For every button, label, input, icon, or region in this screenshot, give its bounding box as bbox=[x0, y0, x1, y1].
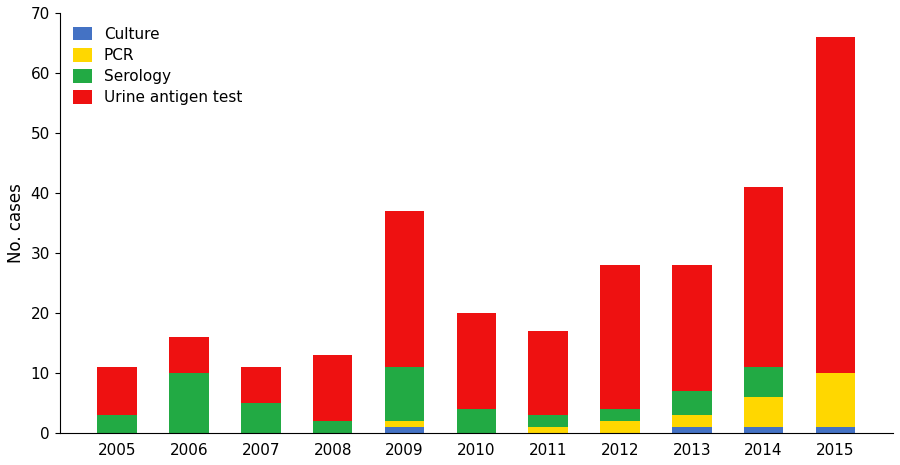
Bar bbox=[744, 367, 783, 397]
Bar bbox=[744, 427, 783, 433]
Bar bbox=[672, 415, 712, 427]
Bar bbox=[456, 313, 496, 409]
Bar bbox=[815, 37, 855, 373]
Bar bbox=[241, 403, 281, 433]
Y-axis label: No. cases: No. cases bbox=[7, 183, 25, 263]
Bar bbox=[744, 397, 783, 427]
Bar bbox=[313, 355, 353, 421]
Bar bbox=[528, 331, 568, 415]
Bar bbox=[385, 367, 424, 421]
Bar bbox=[672, 391, 712, 415]
Bar bbox=[313, 421, 353, 433]
Bar bbox=[528, 415, 568, 427]
Bar bbox=[815, 427, 855, 433]
Bar bbox=[528, 427, 568, 433]
Bar bbox=[97, 367, 137, 415]
Bar bbox=[600, 409, 640, 421]
Bar bbox=[600, 265, 640, 409]
Legend: Culture, PCR, Serology, Urine antigen test: Culture, PCR, Serology, Urine antigen te… bbox=[68, 20, 248, 112]
Bar bbox=[672, 427, 712, 433]
Bar bbox=[672, 265, 712, 391]
Bar bbox=[169, 373, 209, 433]
Bar bbox=[169, 337, 209, 373]
Bar bbox=[456, 409, 496, 433]
Bar bbox=[385, 427, 424, 433]
Bar bbox=[385, 211, 424, 367]
Bar bbox=[600, 421, 640, 433]
Bar bbox=[744, 187, 783, 367]
Bar bbox=[385, 421, 424, 427]
Bar bbox=[241, 367, 281, 403]
Bar bbox=[815, 373, 855, 427]
Bar bbox=[97, 415, 137, 433]
